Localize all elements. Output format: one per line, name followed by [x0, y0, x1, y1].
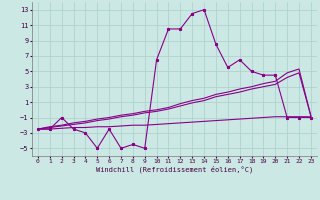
X-axis label: Windchill (Refroidissement éolien,°C): Windchill (Refroidissement éolien,°C): [96, 166, 253, 173]
